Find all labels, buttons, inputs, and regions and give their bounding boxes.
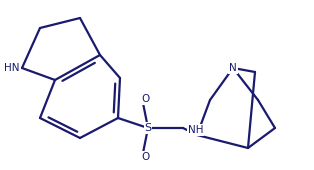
Text: S: S <box>144 123 152 133</box>
Text: HN: HN <box>4 63 20 73</box>
Text: N: N <box>229 63 237 73</box>
Text: NH: NH <box>188 125 203 135</box>
Text: O: O <box>142 94 150 104</box>
Text: O: O <box>142 152 150 162</box>
